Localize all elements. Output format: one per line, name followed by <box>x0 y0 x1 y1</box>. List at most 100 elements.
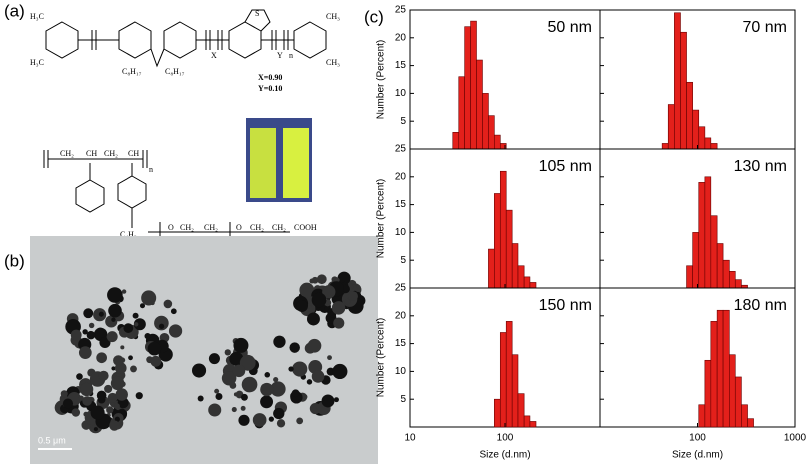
particle <box>241 376 258 393</box>
particle <box>273 407 285 420</box>
y-tick-label: 25 <box>395 283 407 294</box>
particle <box>238 414 250 426</box>
y-tick-label: 25 <box>395 144 407 155</box>
particle <box>311 292 327 308</box>
y-tick-label: 5 <box>400 116 406 127</box>
particle <box>292 361 308 377</box>
particle <box>154 315 169 331</box>
chem-label: X=0.90 <box>258 73 282 82</box>
particle <box>62 398 74 409</box>
particle <box>110 376 125 391</box>
particle <box>197 395 204 402</box>
particle <box>90 405 105 420</box>
particle <box>296 417 304 425</box>
bar <box>704 137 712 150</box>
chem-label: CH₃ <box>326 12 340 21</box>
particle <box>288 366 294 372</box>
particle <box>231 406 237 413</box>
particle <box>104 384 113 393</box>
particle <box>215 393 223 401</box>
bar <box>698 404 706 428</box>
bar <box>458 76 465 150</box>
particle <box>120 381 126 387</box>
panel-label: (a) <box>4 1 25 20</box>
bar <box>505 209 513 289</box>
chem-label: C₈H₁₇ <box>122 67 142 76</box>
y-tick-label: 15 <box>395 199 407 210</box>
particle <box>98 311 104 317</box>
bar <box>499 170 507 289</box>
particle <box>107 287 123 303</box>
particle <box>273 376 279 383</box>
bar <box>704 176 712 289</box>
particle <box>331 301 346 315</box>
particle <box>208 353 220 365</box>
particle <box>233 337 249 353</box>
x-tick-label: 100 <box>689 433 706 444</box>
particle <box>144 333 151 340</box>
particle <box>96 352 107 364</box>
particle <box>333 397 339 403</box>
bar <box>747 418 754 428</box>
chem-label: C₄H₈ <box>120 230 137 239</box>
histograms: 50 nm 5 10 15 20 25 Number (Percent) 70 nm 105 n… <box>376 5 807 461</box>
x-axis-label: Size (d.nm) <box>672 450 723 461</box>
particle <box>78 346 92 359</box>
chem-label: CH <box>86 149 97 158</box>
bar <box>511 354 519 428</box>
bar <box>686 81 693 150</box>
particle <box>159 333 168 342</box>
bar <box>722 309 730 428</box>
bar <box>482 93 489 150</box>
particle <box>311 370 325 383</box>
particle <box>273 335 286 348</box>
particle <box>260 395 274 409</box>
y-axis-label: Number (Percent) <box>376 318 387 397</box>
particle <box>321 394 335 408</box>
particle <box>60 390 68 398</box>
y-tick-label: 25 <box>395 5 407 16</box>
particle <box>141 290 157 306</box>
particle <box>114 416 120 422</box>
particle <box>71 408 81 417</box>
particle <box>96 390 107 401</box>
bar <box>529 421 537 428</box>
particle <box>316 274 327 285</box>
y-tick-label: 15 <box>395 338 407 349</box>
particle <box>93 427 98 432</box>
particle <box>168 324 183 338</box>
y-tick-label: 20 <box>395 32 407 43</box>
bar <box>729 271 736 289</box>
particle <box>88 322 95 329</box>
x-axis-label: Size (d.nm) <box>479 450 530 461</box>
particle <box>139 303 146 309</box>
particle <box>252 413 267 427</box>
particle <box>109 420 120 431</box>
particle <box>120 345 125 350</box>
chem-label: n <box>289 51 293 60</box>
chem-label: CH₂ <box>104 149 118 158</box>
chem-label: Y <box>277 51 283 60</box>
chem-label: CH₂ <box>272 223 286 232</box>
particle <box>121 289 127 294</box>
chem-label: CH₂ <box>60 149 74 158</box>
bar <box>499 332 507 428</box>
bar <box>452 132 460 150</box>
particle <box>306 379 313 385</box>
particle <box>111 366 116 371</box>
particle <box>348 291 358 301</box>
particle <box>307 338 322 353</box>
particle <box>309 278 315 284</box>
bar <box>476 59 483 150</box>
chem-label: CH <box>128 149 139 158</box>
particle <box>70 329 82 341</box>
x-tick-label: 100 <box>497 433 514 444</box>
particle <box>78 395 84 401</box>
particle <box>214 388 220 394</box>
particle <box>327 355 332 361</box>
chem-label: COOH <box>294 223 317 232</box>
particle <box>115 388 128 401</box>
bar <box>661 143 669 150</box>
particle <box>332 363 348 380</box>
y-tick-label: 10 <box>395 366 407 377</box>
